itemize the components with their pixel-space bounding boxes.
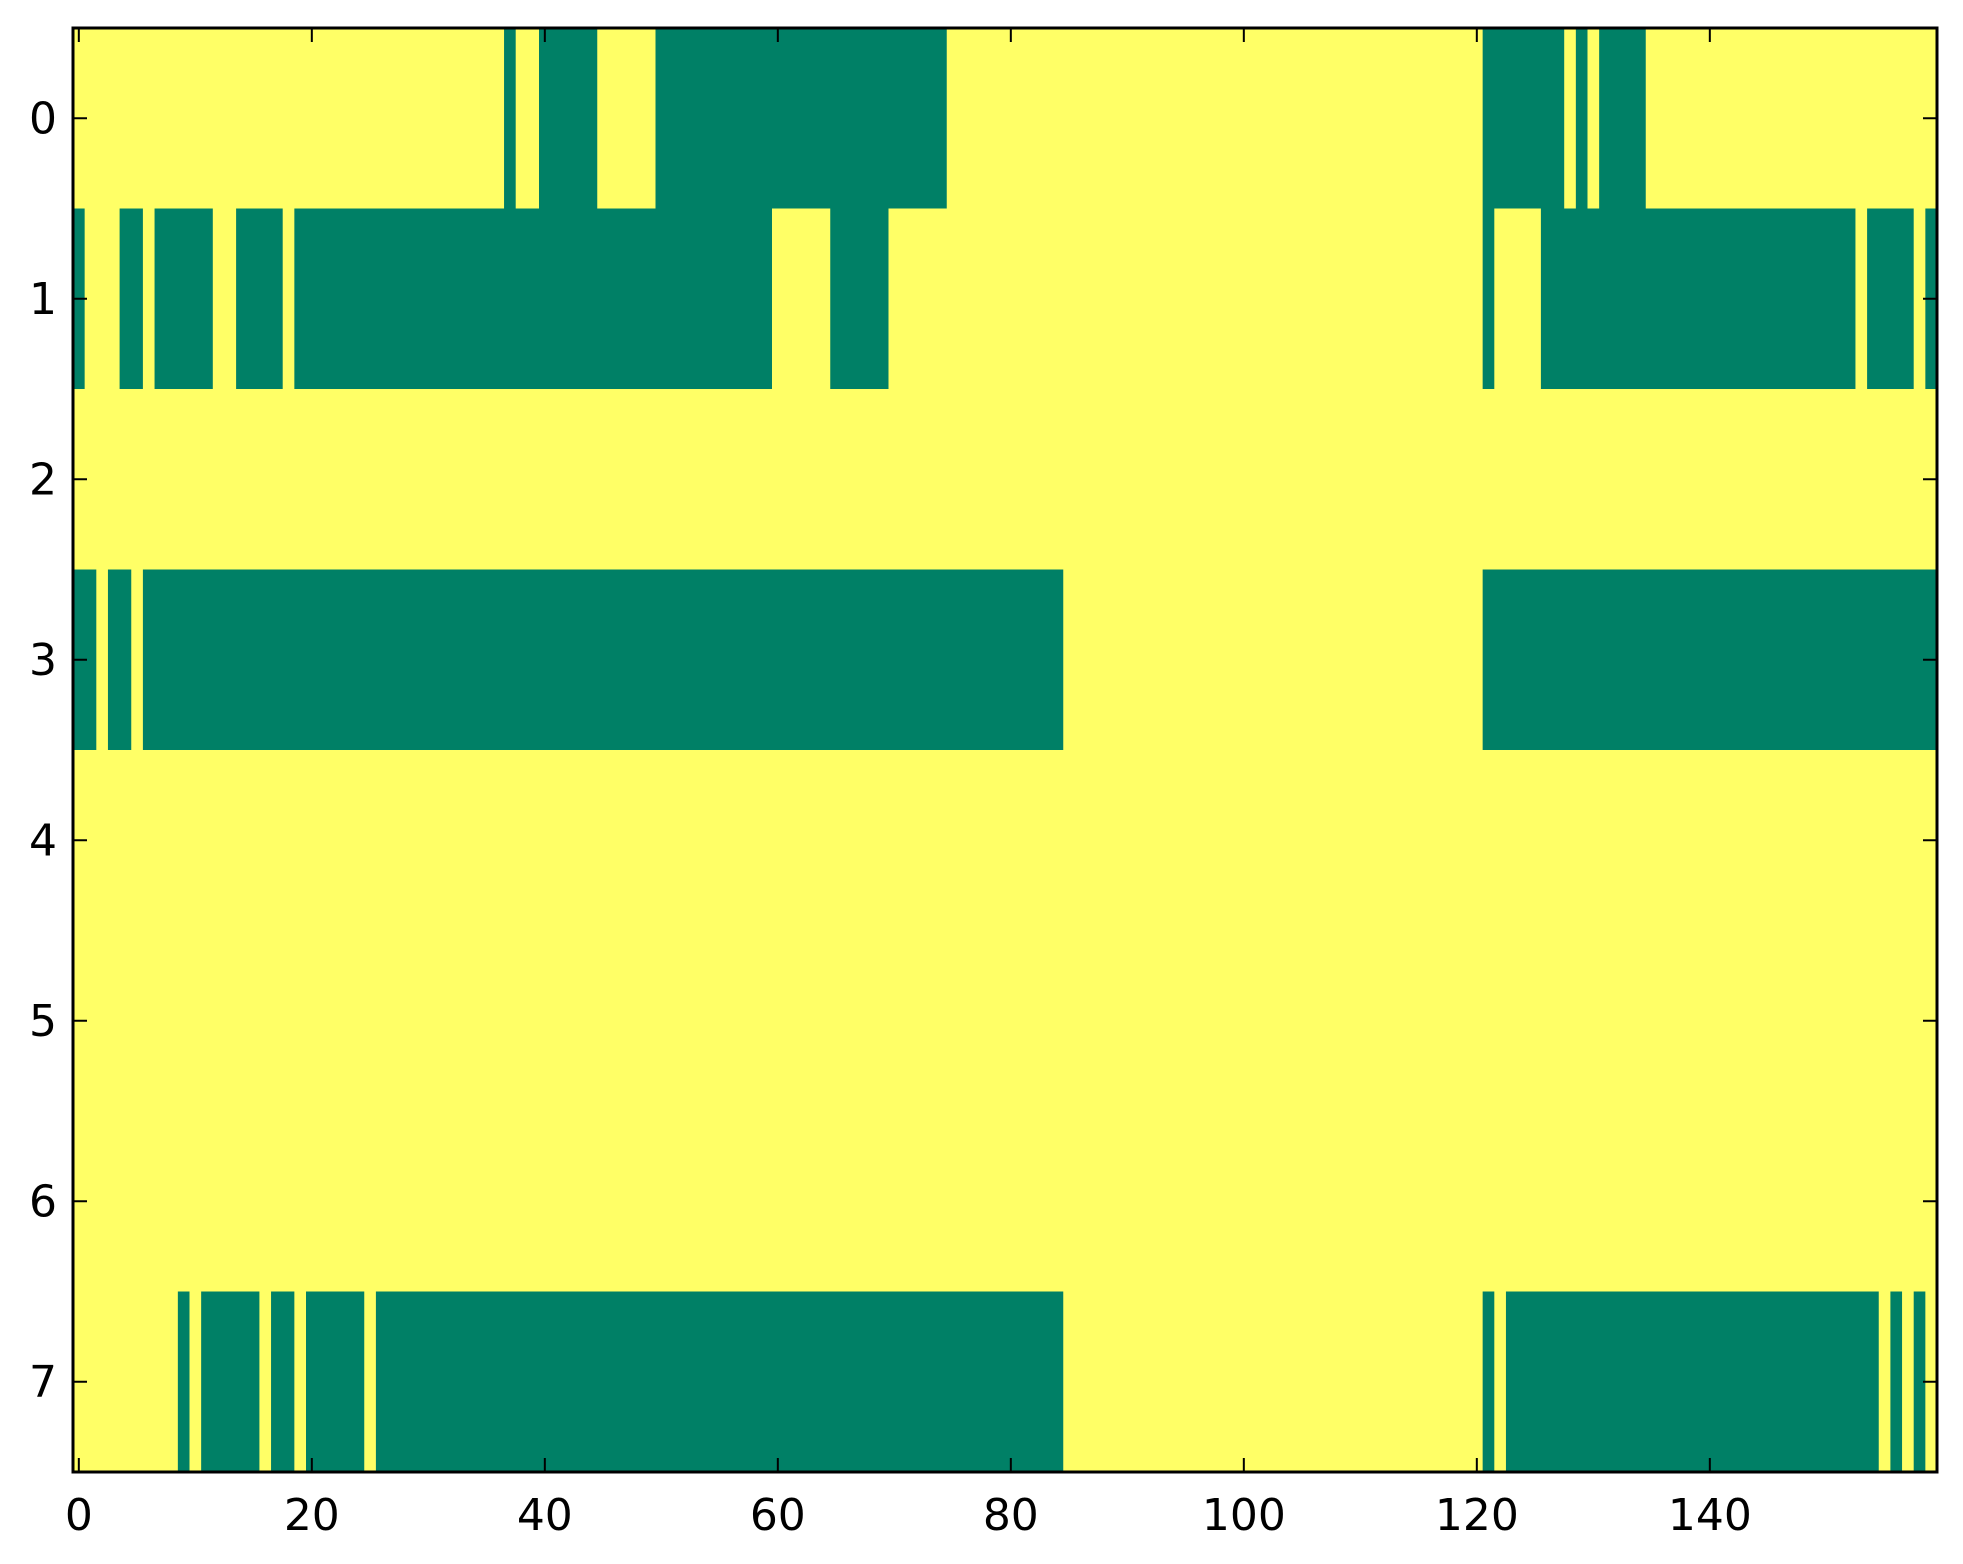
heatmap-cell-run xyxy=(1867,208,1914,389)
axis-ticks xyxy=(73,28,1937,1472)
heatmap-cell-run xyxy=(1482,208,1495,389)
y-tick-label: 4 xyxy=(29,815,57,866)
y-tick-label: 0 xyxy=(29,93,57,144)
y-tick-label: 1 xyxy=(29,274,57,325)
y-tick-label: 6 xyxy=(29,1176,57,1227)
heatmap-cell-run xyxy=(1913,1291,1926,1472)
heatmap-cell-run xyxy=(306,1291,365,1472)
y-tick-label: 7 xyxy=(29,1357,57,1408)
plot-frame xyxy=(71,26,1939,1474)
heatmap-cell-run xyxy=(142,569,1064,750)
heatmap-cell-run xyxy=(1599,28,1646,209)
x-tick-label: 0 xyxy=(65,1490,93,1541)
y-tick-label: 3 xyxy=(29,635,57,686)
heatmap-cell-run xyxy=(107,569,132,750)
x-tick-label: 120 xyxy=(1435,1490,1519,1541)
heatmap-cell-run xyxy=(236,208,283,389)
heatmap-cell-run xyxy=(201,1291,260,1472)
heatmap-cell-run xyxy=(294,208,772,389)
y-tick-label: 5 xyxy=(29,996,57,1047)
heatmap-cell-run xyxy=(1505,1291,1879,1472)
heatmap-cell-run xyxy=(375,1291,1064,1472)
heatmap-cells xyxy=(73,28,1937,1472)
x-tick-label: 20 xyxy=(284,1490,340,1541)
heatmap-cell-run xyxy=(154,208,213,389)
heatmap-cell-run xyxy=(539,28,598,209)
x-tick-label: 100 xyxy=(1202,1490,1286,1541)
heatmap-cell-run xyxy=(1482,569,1937,750)
heatmap-cell-run xyxy=(504,28,516,209)
heatmap-cell-run xyxy=(119,208,143,389)
heatmap-cell-run xyxy=(1890,1291,1903,1472)
x-tick-label: 80 xyxy=(983,1490,1039,1541)
heatmap-cell-run xyxy=(1575,28,1588,209)
axis-tick-labels: 0 20 40 60 80 100 120 140 0 1 2 3 4 5 6 7 xyxy=(29,93,1752,1541)
heatmap-cell-run xyxy=(1540,208,1856,389)
y-tick-label: 2 xyxy=(29,454,57,505)
x-tick-label: 60 xyxy=(750,1490,806,1541)
x-tick-label: 140 xyxy=(1668,1490,1752,1541)
heatmap-cell-run xyxy=(271,1291,295,1472)
heatmap-cell-run xyxy=(177,1291,190,1472)
heatmap-cell-run xyxy=(655,28,947,209)
heatmap-cell-run xyxy=(1482,28,1565,209)
heatmap-cell-run xyxy=(830,208,889,389)
x-tick-label: 40 xyxy=(517,1490,573,1541)
heatmap-cell-run xyxy=(1482,1291,1495,1472)
